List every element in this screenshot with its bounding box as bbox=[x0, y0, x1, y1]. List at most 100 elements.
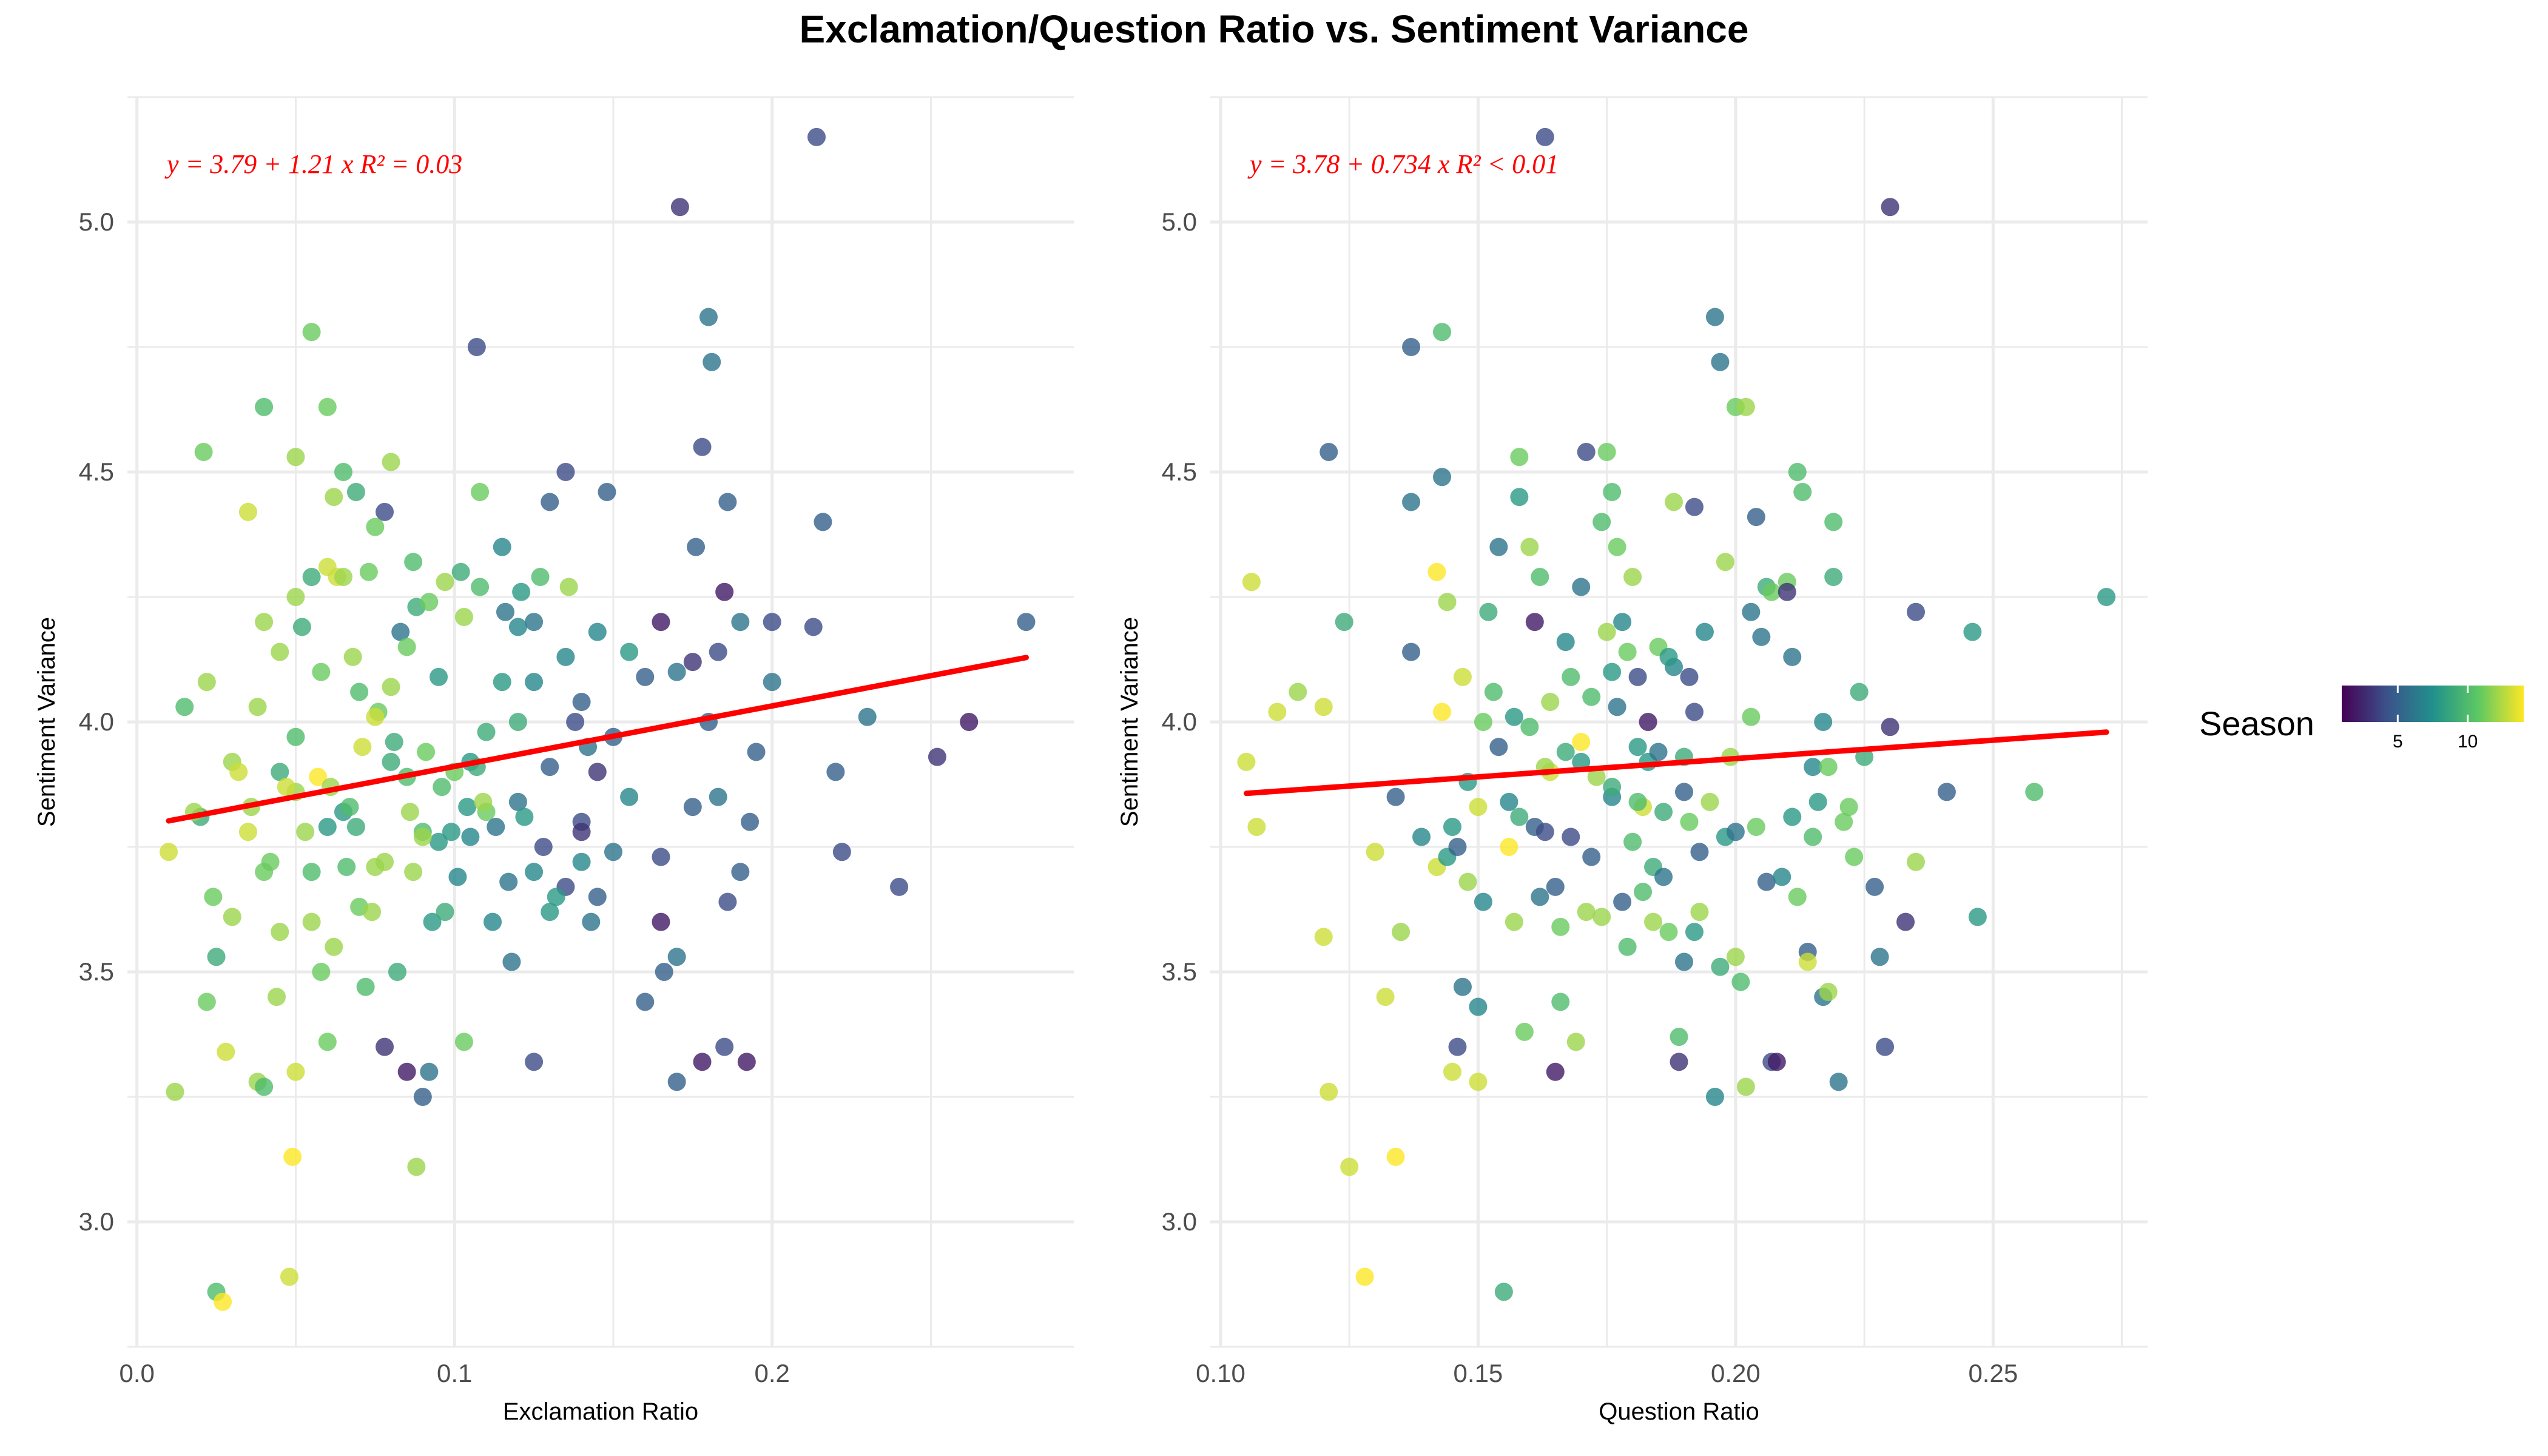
data-point bbox=[1654, 803, 1673, 821]
data-point bbox=[283, 1147, 302, 1166]
data-point bbox=[277, 778, 295, 797]
panel-question-ratio: 3.0 3.5 4.0 4.5 5.0 0.10 0.15 0.20 0.25 Question … bbox=[1116, 96, 2148, 1425]
data-point bbox=[1433, 323, 1452, 342]
data-point bbox=[1546, 877, 1565, 896]
data-point bbox=[747, 743, 766, 761]
data-point bbox=[238, 502, 257, 521]
data-point bbox=[1742, 602, 1761, 621]
data-point bbox=[1896, 912, 1915, 931]
data-point bbox=[814, 513, 832, 531]
data-point bbox=[1700, 792, 1719, 811]
data-point bbox=[703, 352, 721, 371]
data-point bbox=[1469, 1073, 1488, 1091]
data-point bbox=[397, 638, 416, 656]
data-point bbox=[397, 1062, 416, 1081]
data-point bbox=[1824, 568, 1843, 587]
data-point bbox=[286, 588, 305, 606]
data-point bbox=[572, 693, 591, 712]
data-point bbox=[382, 453, 400, 471]
data-point bbox=[1690, 843, 1709, 861]
data-point bbox=[454, 1033, 473, 1051]
data-point bbox=[1870, 948, 1889, 966]
data-point bbox=[271, 763, 289, 781]
data-point bbox=[430, 832, 448, 851]
data-point bbox=[960, 713, 979, 731]
data-point bbox=[454, 607, 473, 626]
data-point bbox=[1237, 752, 1256, 771]
data-point bbox=[204, 888, 223, 906]
data-point bbox=[366, 517, 385, 536]
data-point bbox=[1320, 1082, 1338, 1101]
data-point bbox=[1402, 493, 1421, 511]
data-point bbox=[1551, 993, 1570, 1011]
data-point bbox=[1566, 1033, 1585, 1051]
data-point bbox=[1628, 667, 1647, 686]
data-point bbox=[334, 568, 352, 587]
data-point bbox=[1474, 713, 1492, 731]
y-tick-label: 5.0 bbox=[1162, 207, 1197, 236]
data-point bbox=[382, 678, 400, 696]
data-point bbox=[461, 827, 480, 846]
data-point bbox=[477, 723, 496, 741]
panel-exclamation-ratio: 3.0 3.5 4.0 4.5 5.0 0.0 0.1 0.2 Exclamation Rati… bbox=[33, 96, 1074, 1425]
data-point bbox=[1835, 812, 1853, 831]
data-point bbox=[1685, 703, 1704, 721]
data-point bbox=[1562, 667, 1580, 686]
data-point bbox=[334, 463, 352, 481]
data-point bbox=[890, 877, 909, 896]
data-point bbox=[588, 763, 607, 781]
data-point bbox=[1618, 642, 1637, 661]
data-point bbox=[515, 807, 534, 826]
data-point bbox=[1804, 758, 1822, 777]
data-point bbox=[194, 443, 213, 462]
data-point bbox=[356, 977, 375, 996]
data-point bbox=[1608, 538, 1626, 556]
data-point bbox=[388, 963, 406, 981]
data-point bbox=[1603, 778, 1622, 797]
data-point bbox=[1639, 713, 1657, 731]
data-point bbox=[499, 872, 518, 891]
data-point bbox=[1247, 818, 1266, 837]
data-point bbox=[413, 827, 432, 846]
data-point bbox=[207, 948, 226, 966]
data-point bbox=[1510, 448, 1529, 467]
data-point bbox=[312, 963, 331, 981]
data-point bbox=[1551, 917, 1570, 936]
y-tick-label: 5.0 bbox=[79, 207, 114, 236]
data-point bbox=[340, 798, 359, 817]
data-point bbox=[1603, 662, 1622, 681]
data-point bbox=[1453, 667, 1472, 686]
data-point bbox=[652, 912, 670, 931]
x-tick-label: 0.0 bbox=[120, 1359, 155, 1387]
data-point bbox=[400, 803, 419, 821]
data-point bbox=[620, 642, 639, 661]
data-point bbox=[1680, 812, 1699, 831]
data-point bbox=[807, 127, 826, 146]
x-axis-title: Exclamation Ratio bbox=[503, 1398, 698, 1425]
data-point bbox=[458, 798, 477, 817]
data-point bbox=[693, 437, 712, 456]
x-tick-label: 0.20 bbox=[1711, 1359, 1761, 1387]
data-point bbox=[670, 198, 689, 217]
data-point bbox=[1520, 538, 1539, 556]
data-point bbox=[1556, 633, 1575, 652]
data-point bbox=[1788, 888, 1807, 906]
data-point bbox=[1705, 1088, 1724, 1106]
x-tick-label: 0.2 bbox=[754, 1359, 789, 1387]
data-point bbox=[451, 562, 470, 581]
data-point bbox=[1906, 602, 1925, 621]
data-point bbox=[229, 763, 248, 781]
data-point bbox=[1340, 1158, 1359, 1176]
data-point bbox=[1839, 798, 1858, 817]
data-point bbox=[376, 1037, 394, 1056]
data-point bbox=[1443, 818, 1461, 837]
data-point bbox=[1479, 602, 1498, 621]
data-point bbox=[302, 912, 321, 931]
data-point bbox=[715, 1037, 734, 1056]
data-point bbox=[1017, 613, 1036, 632]
data-point bbox=[318, 397, 337, 416]
data-point bbox=[382, 752, 400, 771]
y-tick-label: 4.0 bbox=[79, 707, 114, 736]
legend-colorbar bbox=[2342, 686, 2524, 722]
data-point bbox=[582, 912, 601, 931]
